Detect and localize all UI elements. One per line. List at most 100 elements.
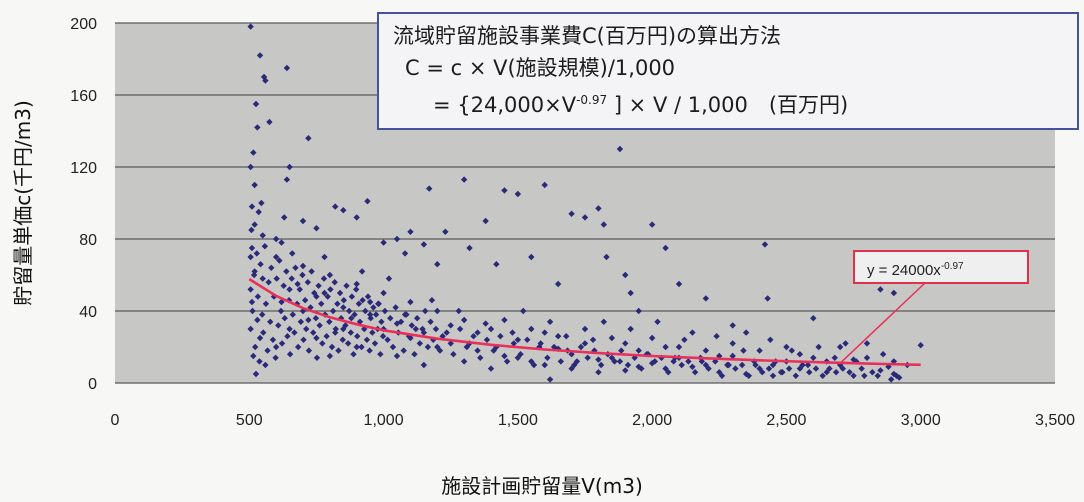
data-point xyxy=(631,354,638,361)
data-point xyxy=(729,340,736,347)
data-point xyxy=(260,329,267,336)
data-point xyxy=(812,365,820,372)
data-point xyxy=(319,340,326,347)
data-point xyxy=(732,365,739,372)
data-point xyxy=(662,343,669,351)
data-point xyxy=(581,214,589,221)
data-point xyxy=(443,329,450,336)
data-point xyxy=(869,369,876,376)
data-point xyxy=(247,286,254,293)
data-point xyxy=(355,300,363,307)
data-point xyxy=(292,264,299,271)
x-tick-label: 1,500 xyxy=(498,412,538,429)
data-point xyxy=(312,315,320,322)
data-point xyxy=(571,361,578,369)
data-point xyxy=(783,343,790,351)
data-point xyxy=(387,315,394,322)
data-point xyxy=(420,361,428,369)
data-point xyxy=(262,361,269,369)
data-point xyxy=(345,307,353,315)
data-point xyxy=(297,318,305,325)
data-point xyxy=(654,318,661,325)
data-point xyxy=(252,370,260,378)
data-point xyxy=(305,135,312,142)
data-point xyxy=(318,300,325,307)
data-point xyxy=(249,307,256,315)
data-point xyxy=(568,210,575,217)
y-tick-label: 0 xyxy=(88,376,97,393)
data-point xyxy=(358,343,365,351)
data-point xyxy=(557,358,565,365)
data-point xyxy=(702,347,710,354)
data-point xyxy=(729,322,736,329)
data-point xyxy=(389,343,397,351)
data-point xyxy=(422,307,429,315)
data-point xyxy=(310,329,317,336)
data-point xyxy=(269,336,277,343)
x-tick-label: 3,500 xyxy=(1035,412,1075,429)
data-point xyxy=(247,23,254,30)
data-point xyxy=(272,343,280,351)
data-point xyxy=(283,268,290,275)
data-point xyxy=(627,289,634,297)
data-point xyxy=(554,333,562,340)
data-point xyxy=(608,354,616,361)
data-point xyxy=(256,334,264,342)
data-point xyxy=(393,352,401,360)
data-point xyxy=(541,329,548,336)
data-point xyxy=(276,257,283,264)
data-point xyxy=(501,352,508,360)
data-point xyxy=(247,253,254,261)
data-point xyxy=(426,185,433,192)
data-point xyxy=(334,300,341,307)
data-point xyxy=(434,261,441,268)
y-tick-label: 120 xyxy=(70,160,97,177)
data-point xyxy=(530,361,538,369)
data-point xyxy=(624,361,632,369)
data-point xyxy=(769,372,777,379)
data-point xyxy=(251,343,259,351)
data-point xyxy=(487,325,495,333)
data-point xyxy=(600,221,607,228)
data-point xyxy=(323,333,330,340)
data-point xyxy=(385,275,393,282)
data-point xyxy=(255,208,262,216)
data-point xyxy=(353,280,360,288)
data-point xyxy=(327,286,334,293)
data-point xyxy=(581,340,589,347)
data-point xyxy=(501,316,508,324)
data-point xyxy=(779,369,786,376)
data-point xyxy=(729,352,736,360)
data-point xyxy=(332,325,339,333)
y-tick-label: 40 xyxy=(79,304,97,321)
data-point xyxy=(546,376,554,383)
data-point xyxy=(262,77,269,84)
data-point xyxy=(343,282,350,289)
data-point xyxy=(799,361,806,369)
data-point xyxy=(326,318,333,325)
data-point xyxy=(877,367,884,374)
data-point xyxy=(305,316,312,324)
data-point xyxy=(874,372,881,379)
data-point xyxy=(351,311,358,318)
data-point xyxy=(434,307,441,315)
data-point xyxy=(344,340,352,347)
data-point xyxy=(842,340,849,347)
data-point xyxy=(608,334,616,342)
data-point xyxy=(524,336,531,343)
data-point xyxy=(804,361,812,369)
data-point xyxy=(265,279,272,286)
data-point xyxy=(603,253,610,261)
data-point xyxy=(742,329,750,336)
data-point xyxy=(681,336,688,343)
data-point xyxy=(832,369,840,376)
data-point xyxy=(702,361,710,369)
data-point xyxy=(439,333,446,340)
data-point xyxy=(456,325,464,333)
y-tick-label: 160 xyxy=(70,88,97,105)
data-point xyxy=(321,289,328,297)
data-point xyxy=(618,347,625,354)
data-point xyxy=(460,316,468,324)
data-point xyxy=(482,320,489,327)
data-point xyxy=(839,365,847,372)
